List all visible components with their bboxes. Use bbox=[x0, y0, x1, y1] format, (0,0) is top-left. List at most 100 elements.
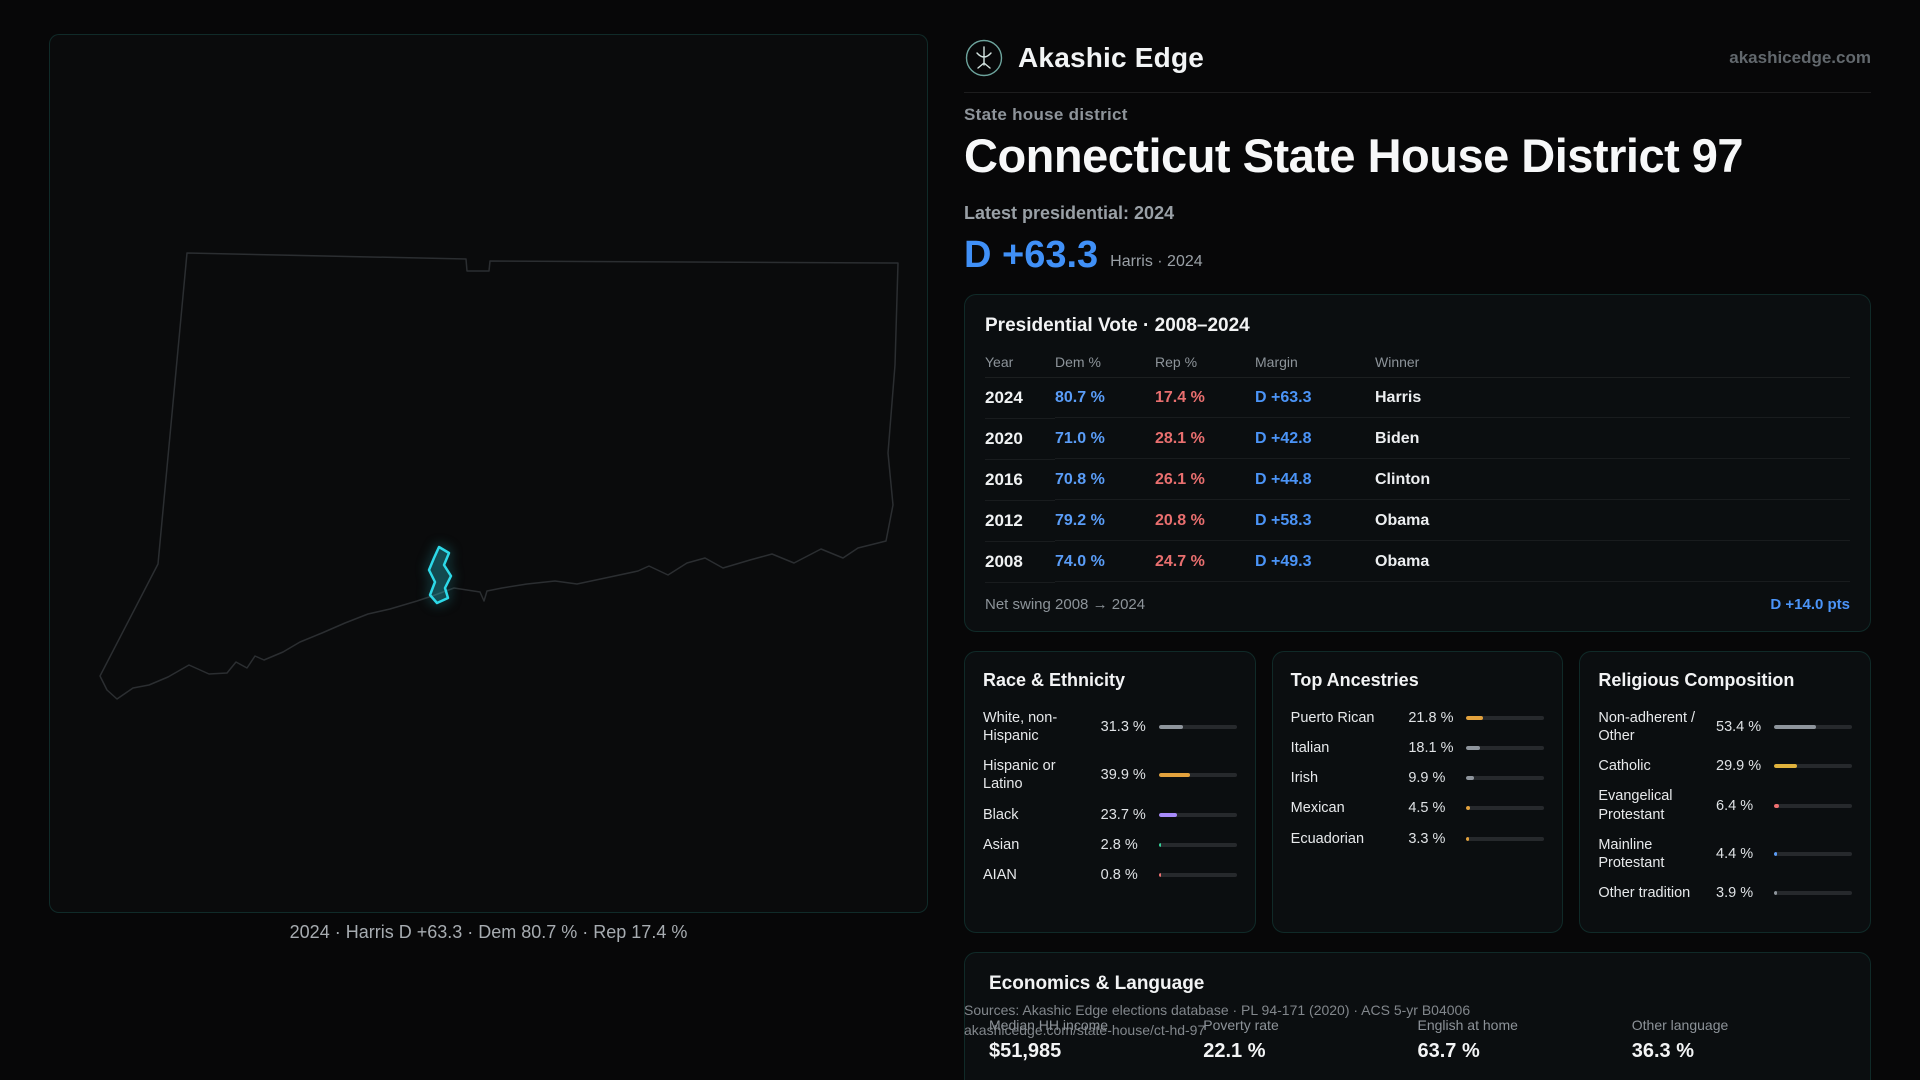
cell-year: 2024 bbox=[985, 378, 1055, 419]
stat-label: Irish bbox=[1290, 770, 1319, 787]
cell-rep: 26.1 % bbox=[1155, 461, 1255, 500]
stat-row: Non-adherent / Other 53.4 % bbox=[1598, 703, 1853, 751]
cell-margin: D +49.3 bbox=[1255, 543, 1375, 582]
economics-card-title: Economics & Language bbox=[989, 973, 1205, 994]
page-title: Connecticut State House District 97 bbox=[964, 129, 1744, 182]
stat-bar bbox=[1466, 806, 1545, 811]
stat-row: Mexican 4.5 % bbox=[1291, 793, 1545, 823]
stat-label: Italian bbox=[1290, 740, 1330, 757]
state-outline bbox=[99, 252, 899, 700]
race-ethnicity-card: Race & Ethnicity White, non-Hispanic 31.… bbox=[964, 651, 1256, 933]
econ-stat-label: Median HH income bbox=[989, 1017, 1109, 1033]
stat-label: Black bbox=[983, 806, 1019, 823]
presidential-card-title: Presidential Vote · 2008–2024 bbox=[985, 315, 1250, 336]
stat-row: Italian 18.1 % bbox=[1291, 733, 1545, 763]
cell-dem: 79.2 % bbox=[1055, 502, 1155, 541]
stat-label: Other tradition bbox=[1598, 884, 1691, 901]
econ-stat-label: Other language bbox=[1631, 1017, 1729, 1033]
cell-winner: Biden bbox=[1375, 420, 1850, 459]
net-swing-value: D +14.0 pts bbox=[1770, 596, 1850, 613]
stat-value: 3.3 % bbox=[1408, 830, 1446, 847]
stat-label: Mexican bbox=[1290, 800, 1345, 817]
stat-row: Ecuadorian 3.3 % bbox=[1291, 824, 1545, 854]
headline-margin-caption: Harris · 2024 bbox=[1110, 253, 1203, 270]
stat-bar bbox=[1466, 716, 1545, 721]
cell-rep: 17.4 % bbox=[1155, 379, 1255, 418]
presidential-vote-table: Year Dem % Rep % Margin Winner 2024 80.7… bbox=[985, 347, 1850, 583]
stat-value: 6.4 % bbox=[1716, 797, 1754, 814]
stat-label: AIAN bbox=[983, 866, 1017, 883]
net-swing-label: Net swing 2008 → 2024 bbox=[985, 596, 1146, 613]
stat-label: Puerto Rican bbox=[1290, 710, 1375, 726]
top-ancestries-card: Top Ancestries Puerto Rican 21.8 % Itali… bbox=[1271, 651, 1564, 933]
econ-stat-value: $51,985 bbox=[989, 1040, 1062, 1062]
stat-row: Puerto Rican 21.8 % bbox=[1291, 703, 1545, 733]
map-caption: 2024 · Harris D +63.3 · Dem 80.7 % · Rep… bbox=[289, 922, 688, 942]
stat-label: Non-adherent / Other bbox=[1598, 710, 1696, 745]
econ-stat-poverty-rate: Poverty rate 22.1 % bbox=[1203, 1017, 1417, 1063]
col-header-dem: Dem % bbox=[1055, 347, 1155, 378]
stat-value: 21.8 % bbox=[1408, 710, 1454, 727]
stat-label: Asian bbox=[983, 836, 1020, 853]
cell-winner: Obama bbox=[1375, 502, 1850, 541]
cell-dem: 71.0 % bbox=[1055, 420, 1155, 459]
headline-margin-value: D +63.3 bbox=[964, 234, 1099, 276]
presidential-vote-card: Presidential Vote · 2008–2024 Year Dem %… bbox=[964, 294, 1871, 632]
econ-stat-label: English at home bbox=[1417, 1017, 1518, 1033]
cell-rep: 24.7 % bbox=[1155, 543, 1255, 582]
site-url-link[interactable]: akashicedge.com bbox=[1729, 48, 1871, 67]
cell-year: 2020 bbox=[985, 419, 1055, 460]
cell-winner: Obama bbox=[1375, 543, 1850, 582]
stat-label: Mainline Protestant bbox=[1598, 836, 1665, 871]
cell-year: 2012 bbox=[985, 501, 1055, 542]
stat-value: 23.7 % bbox=[1100, 806, 1146, 823]
headline-margin: D +63.3 Harris · 2024 bbox=[964, 236, 1203, 274]
stat-row: Evangelical Protestant 6.4 % bbox=[1598, 781, 1853, 829]
cell-rep: 20.8 % bbox=[1155, 502, 1255, 541]
econ-stat-label: Poverty rate bbox=[1203, 1017, 1279, 1033]
stat-value: 9.9 % bbox=[1408, 770, 1446, 787]
ancestries-card-title: Top Ancestries bbox=[1290, 670, 1419, 690]
race-card-title: Race & Ethnicity bbox=[983, 670, 1126, 690]
connecticut-map bbox=[99, 252, 899, 700]
stat-value: 4.5 % bbox=[1408, 800, 1446, 817]
district-type-kicker: State house district bbox=[964, 105, 1128, 124]
col-header-margin: Margin bbox=[1255, 347, 1375, 378]
stat-bar bbox=[1158, 725, 1237, 730]
stat-value: 0.8 % bbox=[1100, 866, 1138, 883]
economics-stats: Median HH income $51,985 Poverty rate 22… bbox=[989, 1017, 1846, 1063]
stat-value: 29.9 % bbox=[1716, 758, 1762, 775]
cell-dem: 70.8 % bbox=[1055, 461, 1155, 500]
stat-bar bbox=[1466, 836, 1545, 841]
econ-stat-value: 63.7 % bbox=[1417, 1040, 1480, 1062]
stat-bar bbox=[1466, 776, 1545, 781]
cell-rep: 28.1 % bbox=[1155, 420, 1255, 459]
cell-year: 2008 bbox=[985, 542, 1055, 583]
stat-label: Catholic bbox=[1598, 758, 1651, 775]
net-swing-row: Net swing 2008 → 2024 D +14.0 pts bbox=[985, 583, 1850, 613]
stat-label: Hispanic or Latino bbox=[983, 758, 1056, 793]
religious-composition-card: Religious Composition Non-adherent / Oth… bbox=[1579, 651, 1872, 933]
cell-year: 2016 bbox=[985, 460, 1055, 501]
stat-value: 4.4 % bbox=[1716, 845, 1754, 862]
econ-stat-value: 36.3 % bbox=[1631, 1040, 1695, 1062]
stat-bar bbox=[1774, 803, 1853, 808]
stat-value: 53.4 % bbox=[1716, 719, 1762, 736]
cell-margin: D +58.3 bbox=[1255, 502, 1375, 541]
stat-row: Other tradition 3.9 % bbox=[1598, 878, 1853, 908]
site-header: Akashic Edge akashicedge.com bbox=[964, 36, 1871, 80]
district-shape[interactable] bbox=[427, 545, 453, 605]
stat-row: AIAN 0.8 % bbox=[983, 860, 1237, 890]
demographics-row: Race & Ethnicity White, non-Hispanic 31.… bbox=[964, 651, 1872, 933]
stat-label: Ecuadorian bbox=[1290, 830, 1365, 847]
stat-value: 31.3 % bbox=[1100, 719, 1146, 736]
col-header-winner: Winner bbox=[1375, 347, 1850, 378]
stat-bar bbox=[1466, 746, 1545, 751]
cell-winner: Harris bbox=[1375, 379, 1850, 418]
stat-row: White, non-Hispanic 31.3 % bbox=[983, 703, 1237, 751]
stat-bar bbox=[1158, 872, 1237, 877]
header-divider bbox=[964, 92, 1871, 93]
stat-bar bbox=[1774, 725, 1853, 730]
stat-bar bbox=[1158, 773, 1237, 778]
